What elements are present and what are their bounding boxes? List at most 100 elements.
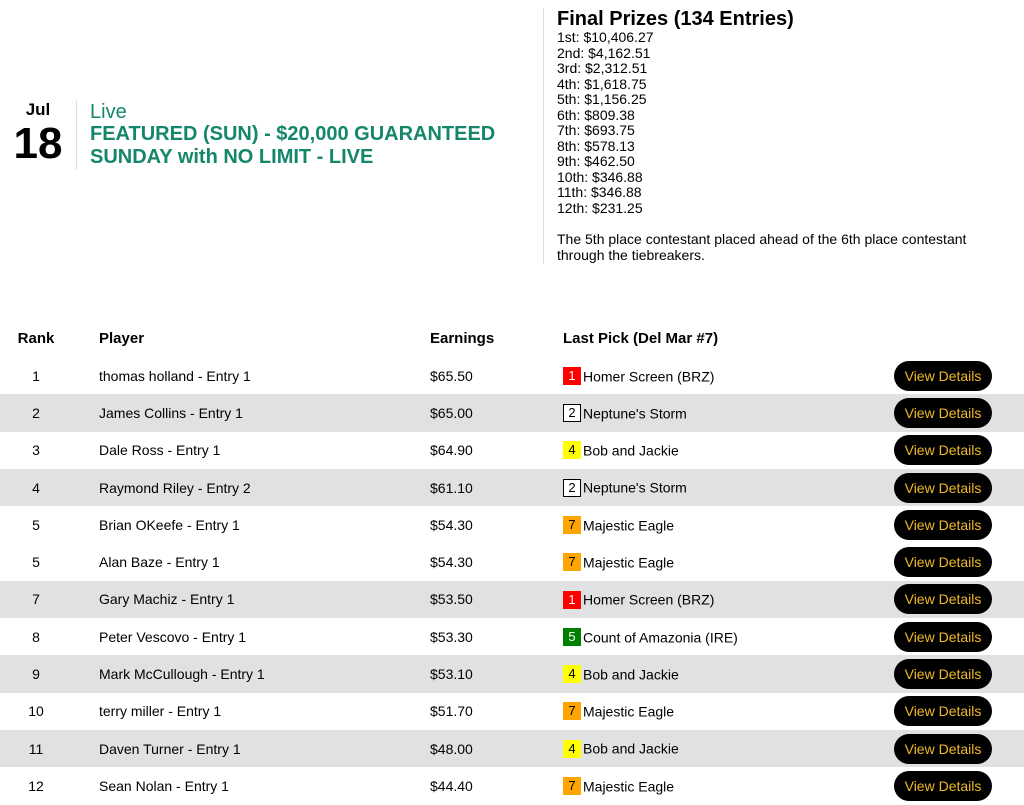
view-details-button[interactable]: View Details	[894, 770, 992, 801]
player-cell: Brian OKeefe - Entry 1	[99, 516, 240, 533]
prizes-panel: Final Prizes (134 Entries) 1st: $10,406.…	[557, 8, 997, 263]
player-cell: Sean Nolan - Entry 1	[99, 777, 229, 794]
view-details-button[interactable]: View Details	[894, 435, 992, 466]
prize-item: 9th: $462.50	[557, 153, 635, 169]
header-rank: Rank	[17, 330, 55, 347]
horse-name: Bob and Jackie	[583, 740, 679, 757]
last-pick-cell: 7 Majestic Eagle	[536, 506, 894, 543]
rank-cell: 4	[0, 468, 72, 507]
horse-name: Count of Amazonia (IRE)	[583, 628, 738, 645]
program-number-badge: 2	[563, 404, 581, 423]
prize-item: 4th: $1,618.75	[557, 75, 647, 92]
horse-name: Majestic Eagle	[583, 703, 675, 720]
program-number-badge: 5	[563, 627, 581, 646]
horse-name: Bob and Jackie	[583, 666, 679, 683]
view-details-button[interactable]: View Details	[894, 584, 992, 615]
last-pick-cell: 4 Bob and Jackie	[536, 655, 894, 693]
table-row: 3 Dale Ross - Entry 1 $64.90 4 Bob and Ja…	[0, 432, 1024, 469]
earnings-cell: $64.90	[430, 442, 473, 459]
prize-item: 1st: $10,406.27	[557, 29, 654, 45]
view-details-button[interactable]: View Details	[894, 509, 992, 540]
player-cell: terry miller - Entry 1	[99, 703, 222, 720]
table-row: 5 Brian OKeefe - Entry 1 $54.30 7 Majesti…	[0, 506, 1024, 543]
rank-cell: 1	[32, 367, 40, 384]
view-details-button[interactable]: View Details	[894, 659, 992, 690]
program-number-badge: 7	[563, 515, 581, 534]
rank-cell: 11	[0, 729, 72, 768]
event-status: Live	[90, 101, 127, 123]
earnings-cell: $53.30	[430, 628, 473, 645]
program-number-badge: 2	[563, 478, 581, 497]
last-pick-cell: 7 Majestic Eagle	[536, 767, 894, 804]
view-details-button[interactable]: View Details	[894, 472, 992, 503]
last-pick-cell: 1 Homer Screen (BRZ)	[536, 357, 894, 394]
table-row: 4 Raymond Riley - Entry 2 $61.10 2 Neptun…	[0, 468, 1024, 507]
player-cell: James Collins - Entry 1	[72, 394, 403, 432]
event-title: FEATURED (SUN) - $20,000 GUARANTEED SUND…	[90, 123, 496, 168]
prize-item: 7th: $693.75	[557, 122, 635, 138]
player-cell: Alan Baze - Entry 1	[99, 554, 220, 571]
player-cell: thomas holland - Entry 1	[99, 367, 251, 384]
program-number-badge: 7	[563, 702, 581, 721]
rank-cell: 5	[32, 554, 40, 571]
prize-item: 12th: $231.25	[557, 199, 643, 216]
program-number-badge: 7	[563, 553, 581, 572]
divider	[543, 8, 544, 264]
horse-name: Majestic Eagle	[583, 778, 675, 795]
horse-name: Bob and Jackie	[583, 442, 679, 459]
view-details-button[interactable]: View Details	[894, 360, 992, 391]
prizes-title: Final Prizes (134 Entries)	[557, 8, 794, 30]
prize-item: 3rd: $2,312.51	[557, 60, 648, 76]
prize-item: 10th: $346.88	[557, 168, 643, 185]
table-row: 1 thomas holland - Entry 1 $65.50 1 Homer…	[0, 357, 1024, 394]
program-number-badge: 1	[563, 590, 581, 609]
tiebreak-note: The 5th place contestant placed ahead of…	[557, 231, 967, 263]
earnings-cell: $65.00	[403, 394, 536, 432]
divider	[76, 100, 77, 170]
prize-item: 8th: $578.13	[557, 137, 635, 154]
rank-cell: 8	[32, 628, 40, 645]
horse-name: Neptune's Storm	[583, 405, 687, 422]
horse-name: Majestic Eagle	[583, 516, 675, 533]
view-details-button[interactable]: View Details	[894, 397, 992, 428]
table-row: 9 Mark McCullough - Entry 1 $53.10 4 Bob …	[0, 655, 1024, 693]
header-player: Player	[99, 330, 145, 347]
table-row: 2 James Collins - Entry 1 $65.00 2 Neptun…	[0, 394, 1024, 432]
table-row: 7 Gary Machiz - Entry 1 $53.50 1 Homer Sc…	[0, 580, 1024, 619]
event-info: Live FEATURED (SUN) - $20,000 GUARANTEED…	[90, 101, 520, 169]
leaderboard-table: Rank Player Earnings Last Pick (Del Mar …	[0, 320, 1024, 805]
table-row: 10 terry miller - Entry 1 $51.70 7 Majest…	[0, 693, 1024, 730]
prize-item: 11th: $346.88	[557, 184, 642, 200]
event-month: Jul	[25, 100, 51, 119]
earnings-cell: $61.10	[403, 468, 536, 507]
view-details-button[interactable]: View Details	[894, 621, 992, 652]
event-day: 18	[13, 119, 63, 168]
header-earnings: Earnings	[430, 330, 495, 347]
table-row: 12 Sean Nolan - Entry 1 $44.40 7 Majestic…	[0, 767, 1024, 804]
table-row: 11 Daven Turner - Entry 1 $48.00 4 Bob an…	[0, 729, 1024, 768]
view-details-button[interactable]: View Details	[894, 547, 992, 578]
player-cell: Mark McCullough - Entry 1	[72, 655, 403, 693]
rank-cell: 12	[28, 777, 44, 794]
rank-cell: 10	[28, 703, 44, 720]
last-pick-cell: 5 Count of Amazonia (IRE)	[536, 618, 894, 655]
earnings-cell: $65.50	[430, 367, 473, 384]
earnings-cell: $44.40	[430, 777, 473, 794]
prize-item: 5th: $1,156.25	[557, 91, 647, 107]
prize-item: 2nd: $4,162.51	[557, 44, 651, 61]
last-pick-cell: 2 Neptune's Storm	[536, 468, 894, 507]
last-pick-cell: 4 Bob and Jackie	[536, 432, 894, 469]
last-pick-cell: 1 Homer Screen (BRZ)	[536, 580, 894, 619]
program-number-badge: 1	[563, 366, 581, 385]
header-last-pick: Last Pick (Del Mar #7)	[563, 330, 719, 347]
program-number-badge: 7	[563, 777, 581, 796]
earnings-cell: $54.30	[430, 516, 473, 533]
program-number-badge: 4	[563, 665, 581, 684]
program-number-badge: 4	[563, 739, 581, 758]
event-date: Jul 18	[10, 100, 66, 168]
view-details-button[interactable]: View Details	[894, 733, 992, 764]
view-details-button[interactable]: View Details	[894, 696, 992, 727]
table-row: 5 Alan Baze - Entry 1 $54.30 7 Majestic E…	[0, 543, 1024, 580]
prizes-list: 1st: $10,406.27 2nd: $4,162.51 3rd: $2,312…	[557, 29, 997, 216]
rank-cell: 2	[0, 394, 72, 432]
